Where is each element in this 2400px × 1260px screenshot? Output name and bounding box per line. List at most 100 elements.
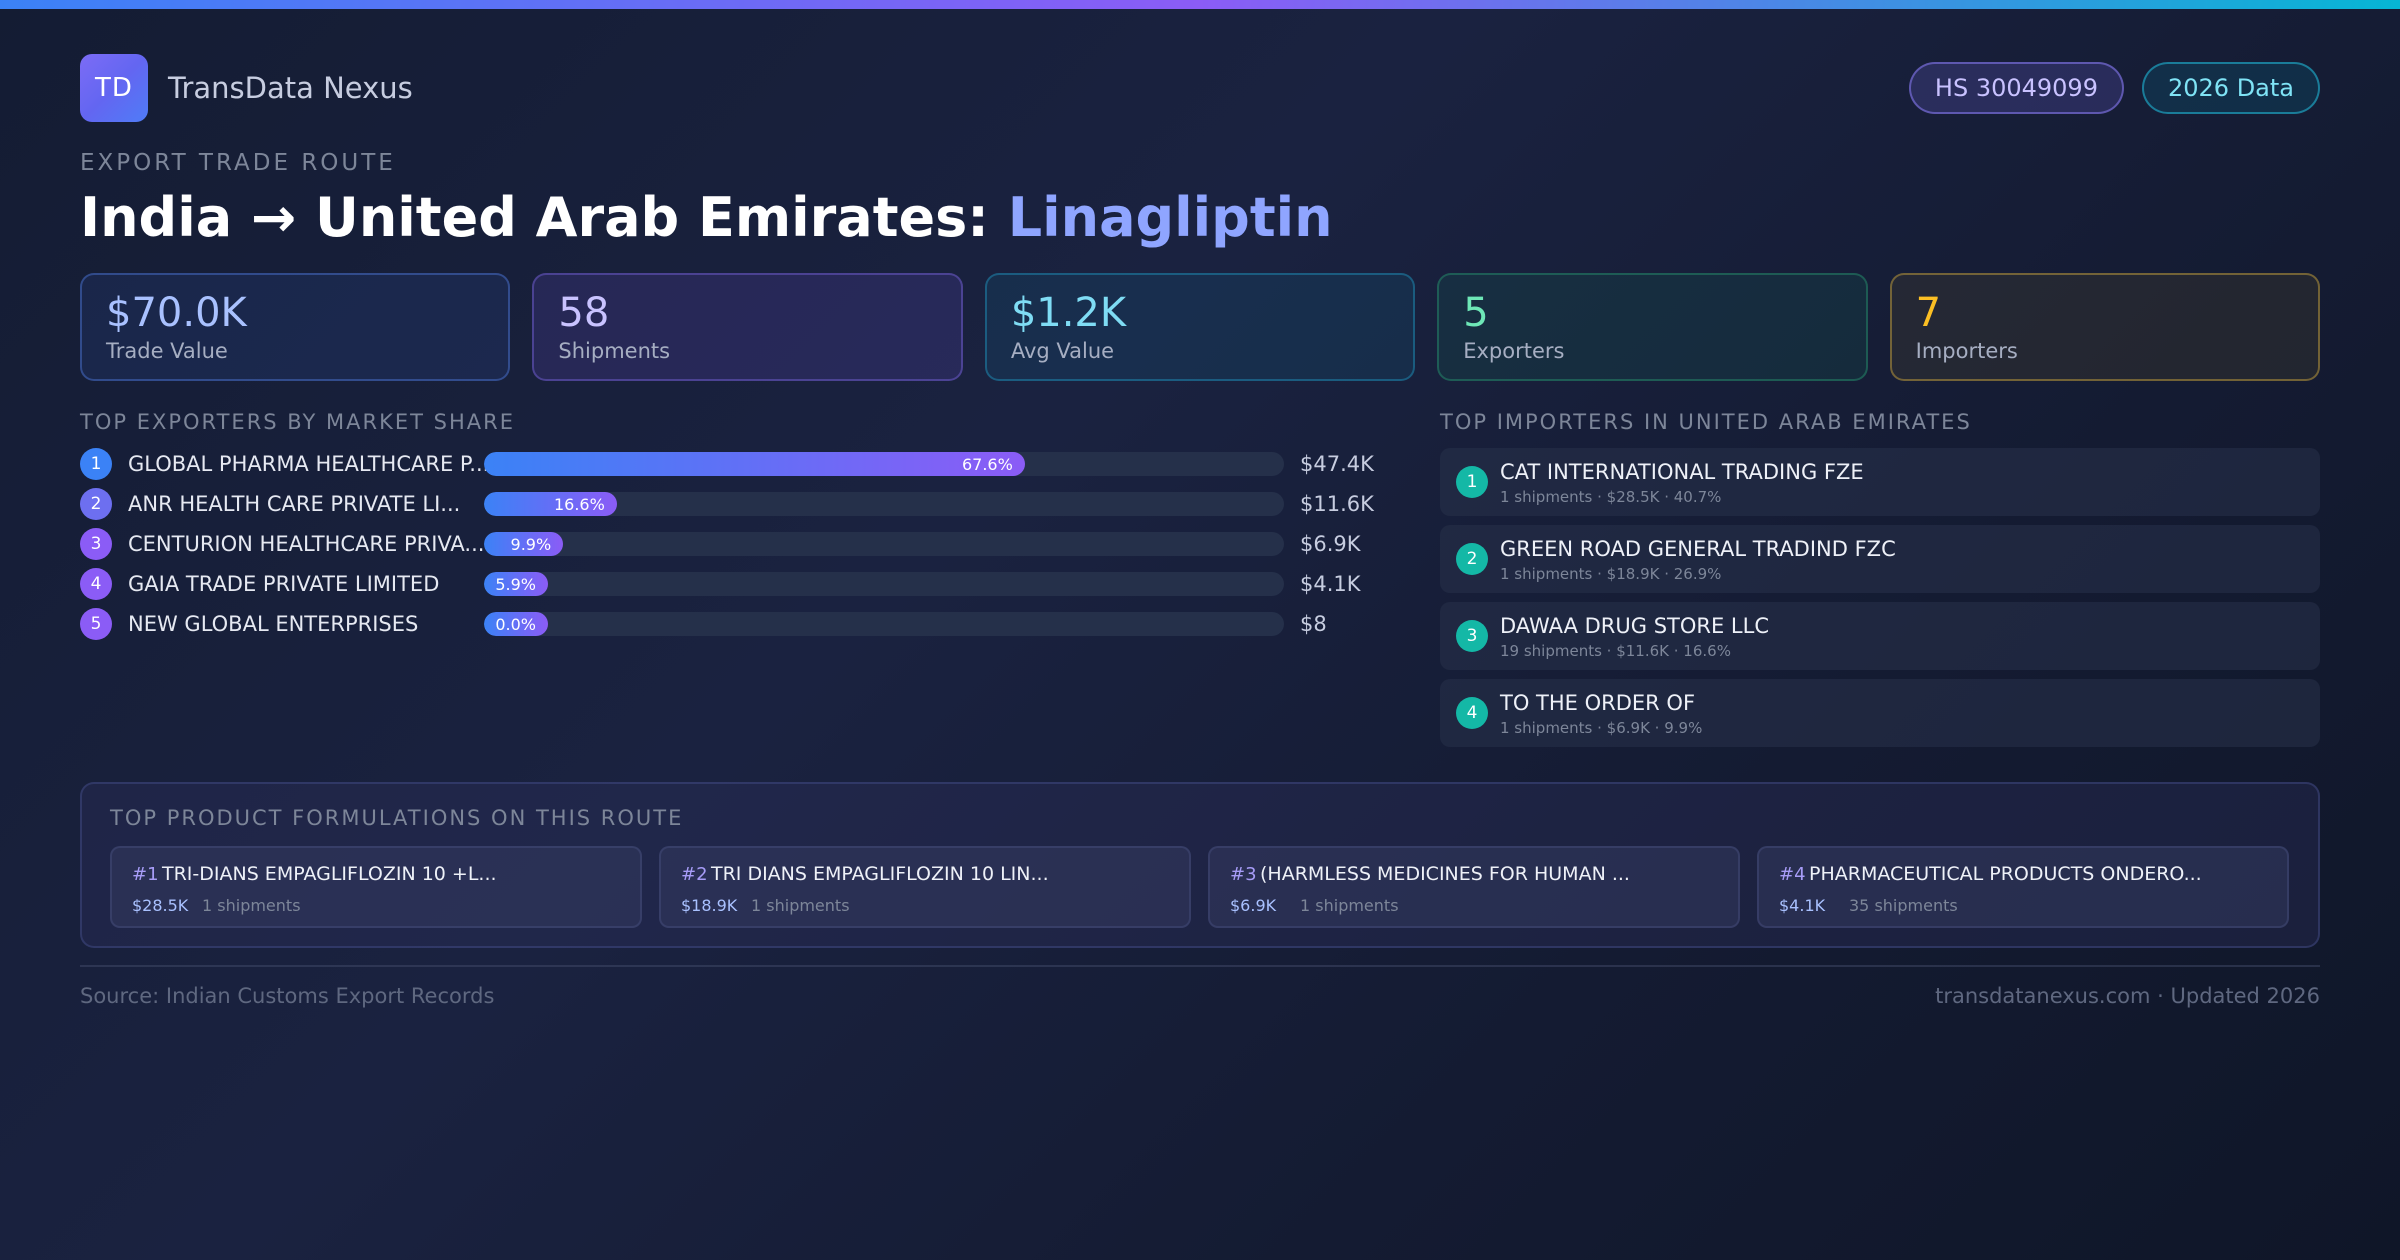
- share-bar-fill: 5.9%: [484, 572, 548, 596]
- importer-card[interactable]: 4 TO THE ORDER OF 1 shipments · $6.9K · …: [1440, 679, 2320, 747]
- brand-name: TransData Nexus: [168, 71, 413, 105]
- formulation-value: $4.1K: [1779, 896, 1826, 915]
- importer-meta: 19 shipments · $11.6K · 16.6%: [1500, 642, 1731, 660]
- top-exporters-section: TOP EXPORTERS BY MARKET SHARE 1 GLOBAL P…: [80, 410, 1380, 640]
- exporter-row[interactable]: 4 GAIA TRADE PRIVATE LIMITED 5.9% $4.1K: [80, 568, 1380, 600]
- formulation-title: TRI-DIANS EMPAGLIFLOZIN 10 +L...: [162, 863, 497, 885]
- importer-card[interactable]: 2 GREEN ROAD GENERAL TRADIND FZC 1 shipm…: [1440, 525, 2320, 593]
- share-bar-track: 67.6%: [484, 452, 1284, 476]
- formulation-shipments: 35 shipments: [1849, 896, 1958, 915]
- exporters-heading: TOP EXPORTERS BY MARKET SHARE: [80, 410, 516, 434]
- importer-meta: 1 shipments · $6.9K · 9.9%: [1500, 719, 1703, 737]
- formulation-card[interactable]: #1 TRI-DIANS EMPAGLIFLOZIN 10 +L... $28.…: [110, 846, 642, 928]
- formulation-shipments: 1 shipments: [202, 896, 301, 915]
- share-bar-fill: 0.0%: [484, 612, 548, 636]
- exporter-rank: 3: [80, 528, 112, 560]
- exporter-name: NEW GLOBAL ENTERPRISES: [128, 612, 419, 636]
- page-title: India → United Arab Emirates: Linaglipti…: [80, 186, 1333, 249]
- formulation-card[interactable]: #2 TRI DIANS EMPAGLIFLOZIN 10 LIN... $18…: [659, 846, 1191, 928]
- exporter-rank: 5: [80, 608, 112, 640]
- stat-label: Importers: [1915, 339, 2018, 363]
- stat-label: Avg Value: [1010, 339, 1115, 363]
- share-bar-track: 5.9%: [484, 572, 1284, 596]
- formulation-title: PHARMACEUTICAL PRODUCTS ONDERO...: [1809, 863, 2202, 885]
- stat-value: 7: [1915, 290, 1942, 336]
- formulations-panel: TOP PRODUCT FORMULATIONS ON THIS ROUTE #…: [80, 782, 2320, 948]
- importer-name: DAWAA DRUG STORE LLC: [1500, 614, 1769, 638]
- formulations-list: #1 TRI-DIANS EMPAGLIFLOZIN 10 +L... $28.…: [110, 846, 2289, 928]
- formulation-rank: #3: [1230, 864, 1257, 885]
- footer-divider: [80, 965, 2320, 967]
- exporter-rank: 2: [80, 488, 112, 520]
- route-title: India → United Arab Emirates:: [80, 186, 1008, 249]
- exporter-value: $11.6K: [1300, 492, 1374, 516]
- exporter-name: GAIA TRADE PRIVATE LIMITED: [128, 572, 440, 596]
- exporter-value: $4.1K: [1300, 572, 1361, 596]
- importer-rank: 1: [1456, 466, 1488, 498]
- exporter-value: $6.9K: [1300, 532, 1361, 556]
- exporter-row[interactable]: 5 NEW GLOBAL ENTERPRISES 0.0% $8: [80, 608, 1380, 640]
- share-bar-fill: 16.6%: [484, 492, 617, 516]
- brand-logo: TD: [80, 54, 148, 122]
- importer-rank: 4: [1456, 697, 1488, 729]
- exporter-name: CENTURION HEALTHCARE PRIVA...: [128, 532, 485, 556]
- formulations-heading: TOP PRODUCT FORMULATIONS ON THIS ROUTE: [110, 806, 684, 830]
- share-bar-track: 16.6%: [484, 492, 1284, 516]
- stat-label: Trade Value: [106, 339, 228, 363]
- exporter-row[interactable]: 2 ANR HEALTH CARE PRIVATE LI... 16.6% $1…: [80, 488, 1380, 520]
- footer-site-link[interactable]: transdatanexus.com · Updated 2026: [1935, 984, 2320, 1008]
- importer-name: CAT INTERNATIONAL TRADING FZE: [1500, 460, 1864, 484]
- route-eyebrow: EXPORT TRADE ROUTE: [80, 150, 396, 176]
- header-badges: HS 30049099 2026 Data: [1908, 62, 2320, 114]
- importer-rank: 3: [1456, 620, 1488, 652]
- stat-shipments: 58 Shipments: [532, 273, 963, 381]
- stat-value: $70.0K: [106, 290, 247, 336]
- stat-value: $1.2K: [1010, 290, 1127, 336]
- importer-name: TO THE ORDER OF: [1500, 691, 1696, 715]
- exporter-rank: 4: [80, 568, 112, 600]
- exporter-rank: 1: [80, 448, 112, 480]
- formulation-card[interactable]: #3 (HARMLESS MEDICINES FOR HUMAN ... $6.…: [1208, 846, 1740, 928]
- exporter-value: $8: [1300, 612, 1327, 636]
- formulation-title: (HARMLESS MEDICINES FOR HUMAN ...: [1260, 863, 1630, 885]
- formulation-value: $6.9K: [1230, 896, 1277, 915]
- importer-name: GREEN ROAD GENERAL TRADIND FZC: [1500, 537, 1896, 561]
- top-accent-bar: [0, 0, 2400, 9]
- data-year-badge: 2026 Data: [2141, 62, 2320, 114]
- brand[interactable]: TD TransData Nexus: [80, 54, 413, 122]
- formulation-shipments: 1 shipments: [1300, 896, 1399, 915]
- formulation-shipments: 1 shipments: [751, 896, 850, 915]
- footer-source: Source: Indian Customs Export Records: [80, 984, 495, 1008]
- share-bar-fill: 67.6%: [484, 452, 1025, 476]
- formulation-rank: #2: [681, 864, 708, 885]
- stat-label: Shipments: [558, 339, 671, 363]
- exporter-row[interactable]: 1 GLOBAL PHARMA HEALTHCARE P... 67.6% $4…: [80, 448, 1380, 480]
- product-name: Linagliptin: [1007, 186, 1333, 249]
- stat-avg-value: $1.2K Avg Value: [984, 273, 1416, 381]
- hs-code-badge: HS 30049099: [1908, 62, 2124, 114]
- formulation-rank: #1: [132, 864, 159, 885]
- exporter-name: ANR HEALTH CARE PRIVATE LI...: [128, 492, 461, 516]
- importer-card[interactable]: 3 DAWAA DRUG STORE LLC 19 shipments · $1…: [1440, 602, 2320, 670]
- exporter-row[interactable]: 3 CENTURION HEALTHCARE PRIVA... 9.9% $6.…: [80, 528, 1380, 560]
- formulation-rank: #4: [1779, 864, 1806, 885]
- stat-exporters: 5 Exporters: [1437, 273, 1868, 381]
- importers-heading: TOP IMPORTERS IN UNITED ARAB EMIRATES: [1440, 410, 1972, 434]
- importer-card[interactable]: 1 CAT INTERNATIONAL TRADING FZE 1 shipme…: [1440, 448, 2320, 516]
- stat-value: 5: [1463, 290, 1489, 336]
- importer-meta: 1 shipments · $28.5K · 40.7%: [1500, 488, 1722, 506]
- top-importers-section: TOP IMPORTERS IN UNITED ARAB EMIRATES 1 …: [1440, 410, 2320, 747]
- stat-importers: 7 Importers: [1889, 273, 2321, 381]
- stat-label: Exporters: [1463, 339, 1565, 363]
- importer-meta: 1 shipments · $18.9K · 26.9%: [1500, 565, 1722, 583]
- share-bar-track: 9.9%: [484, 532, 1284, 556]
- stat-trade-value: $70.0K Trade Value: [80, 273, 511, 381]
- share-bar-track: 0.0%: [484, 612, 1284, 636]
- exporter-value: $47.4K: [1300, 452, 1374, 476]
- exporter-name: GLOBAL PHARMA HEALTHCARE P...: [128, 452, 490, 476]
- importer-rank: 2: [1456, 543, 1488, 575]
- share-bar-fill: 9.9%: [484, 532, 564, 556]
- formulation-value: $18.9K: [681, 896, 738, 915]
- formulation-card[interactable]: #4 PHARMACEUTICAL PRODUCTS ONDERO... $4.…: [1757, 846, 2289, 928]
- formulation-value: $28.5K: [132, 896, 189, 915]
